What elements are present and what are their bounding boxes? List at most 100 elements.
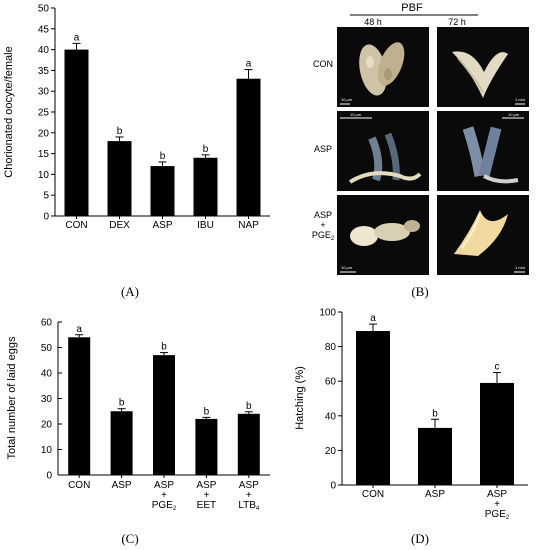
chart-3-cat-2-l1: +: [494, 499, 500, 510]
chart-0-ytick-label-0: 0: [43, 212, 49, 223]
chart-0-cat-3: IBU: [197, 220, 214, 231]
chart-0-letter-3: b: [203, 144, 209, 155]
chart-2-letter-3: b: [204, 406, 210, 417]
row-label-asp-pge2-line2: +: [320, 220, 325, 230]
chart-2-cat-4-l0: ASP: [239, 480, 259, 491]
chart-2-bar-4: [237, 413, 260, 475]
pbf-header: PBF: [401, 2, 423, 14]
chart-0-ylabel: Chorionated oocyte/female: [3, 46, 15, 177]
row-label-pge: PGE: [312, 230, 331, 240]
scale-text-asp-48h: 10 μm: [350, 112, 362, 117]
row-label-asp: ASP: [314, 144, 332, 154]
chart-2-letter-1: b: [119, 398, 125, 409]
chart-2-cat-4-l2: LTB4: [238, 500, 260, 512]
chart-0-letter-2: b: [160, 151, 166, 162]
chart-0-ytick-label-8: 40: [38, 45, 50, 56]
chart-0-ytick-label-2: 10: [38, 170, 50, 181]
chart-3-bar-0: [356, 331, 390, 485]
scale-bar-asppge2-72h: 1 mm: [514, 265, 526, 273]
chart-0-cat-1: DEX: [109, 220, 130, 231]
chart-2-ytick-label-5: 50: [41, 343, 53, 354]
scale-text-con-72h: 1 mm: [515, 97, 526, 102]
scale-bar-con-72h: 1 mm: [515, 97, 526, 105]
chart-2-ytick-label-2: 20: [41, 420, 53, 431]
panel-label-b: (B): [411, 284, 428, 299]
chart-3-cat-2-main: PGE: [485, 509, 506, 520]
ovary-con-72h: [452, 51, 508, 98]
chart-3-ytick-label-0: 0: [330, 481, 336, 492]
chart-2-ytick-label-6: 60: [41, 318, 53, 329]
row-label-asp-pge2-line3: PGE2: [312, 230, 335, 242]
chart-0-cat-2: ASP: [152, 220, 172, 231]
chart-0-letter-0: a: [74, 32, 80, 43]
micrograph-panel: PBF 48 h 72 h CON ASP ASP + PGE2: [312, 2, 529, 275]
chart-0-bar-3: [193, 157, 218, 216]
chart-3-cat-2-sub: 2: [506, 515, 510, 521]
scale-bar-con-48h: 10 μm: [340, 97, 353, 105]
ovary-asp-48h: [348, 132, 422, 184]
chart-0-bar-2: [150, 166, 175, 216]
chart-2-ytick-label-4: 40: [41, 369, 53, 380]
chart-3-letter-2: c: [495, 362, 500, 373]
chart-0-bar-4: [236, 78, 261, 216]
chart-2-cat-3-l0: ASP: [196, 480, 216, 491]
chart-2-letter-4: b: [246, 401, 252, 412]
chart-2-letter-0: a: [76, 324, 82, 335]
chart-3-letter-1: b: [432, 408, 438, 419]
chart-3-ytick-label-3: 60: [325, 377, 337, 388]
chart-2-cat-4-l1: +: [246, 490, 252, 501]
chart-0-ytick-label-4: 20: [38, 128, 50, 139]
chart-2-ytick-label-1: 10: [41, 445, 53, 456]
chart-2-cat-2-main: PGE: [152, 500, 173, 511]
scale-text-con-48h: 10 μm: [341, 97, 353, 102]
chart-2-cat-1-l0: ASP: [112, 480, 132, 491]
chart-2-bar-1: [110, 411, 133, 475]
chart-0-ytick-label-1: 5: [43, 191, 49, 202]
chart-2-cat-3-l1: +: [203, 490, 209, 501]
col-label-72h: 72 h: [448, 17, 466, 27]
chart-0-ytick-label-5: 25: [38, 108, 50, 119]
scale-bar-asppge2-48h: 10 μm: [340, 265, 356, 273]
chart-2-cat-2-l2: PGE2: [152, 500, 177, 512]
chart-2-cat-2-l1: +: [161, 490, 167, 501]
panel-label-a: (A): [121, 284, 139, 299]
chart-3-cat-1-l0: ASP: [425, 489, 445, 500]
chart-0-ytick-label-10: 50: [38, 4, 50, 15]
chart-2-letter-2: b: [161, 342, 167, 353]
chart-3-ytick-label-2: 40: [325, 411, 337, 422]
chart-3-ytick-label-5: 100: [319, 308, 336, 319]
chart-2-bar-0: [68, 337, 91, 475]
chart-0-letter-4: a: [246, 59, 252, 70]
chart-3-cat-2-l0: ASP: [487, 489, 507, 500]
chart-3-bar-1: [418, 427, 452, 485]
ovary-asppge2-48h: [350, 220, 420, 246]
chart-0-ytick-label-9: 45: [38, 24, 50, 35]
ovary-asppge2-72h: [454, 210, 508, 256]
chart-3-letter-0: a: [370, 313, 376, 324]
chart-0-letter-1: b: [117, 126, 123, 137]
chart-0-ytick-label-6: 30: [38, 87, 50, 98]
ovary-asp-72h: [462, 126, 519, 184]
chart-2-ytick-label-0: 0: [46, 471, 52, 482]
chart-2-ylabel: Total number of laid eggs: [6, 336, 18, 459]
chart-0-cat-4: NAP: [238, 220, 259, 231]
row-label-asp-pge2-line1: ASP: [314, 210, 332, 220]
scale-text-asppge2-72h: 1 mm: [515, 265, 526, 270]
chart-2: 0 10 20 30 40 50 60 Total number of laid eggs a C…: [6, 318, 270, 512]
chart-2-cat-3-l2: EET: [197, 500, 216, 511]
panel-label-c: (C): [121, 531, 138, 546]
chart-3-ylabel: Hatching (%): [294, 366, 306, 430]
chart-0-bar-1: [107, 141, 132, 216]
chart-0-ytick-label-3: 15: [38, 149, 50, 160]
row-label-asp-pge2: ASP + PGE2: [312, 210, 335, 242]
scale-text-asp-72h: 10 μm: [508, 112, 520, 117]
chart-0: 0 5 10 15 20 25 30 35 40 45 50 Chorionated oocyte/f…: [3, 4, 270, 231]
col-label-48h: 48 h: [364, 17, 382, 27]
chart-3-cat-0-l0: CON: [362, 489, 384, 500]
scale-bar-asp-72h: 10 μm: [502, 112, 524, 119]
chart-3-ytick-label-1: 20: [325, 446, 337, 457]
chart-2-bar-2: [153, 355, 175, 475]
row-label-pge-sub: 2: [331, 236, 335, 242]
panel-label-d: (D): [411, 531, 429, 546]
